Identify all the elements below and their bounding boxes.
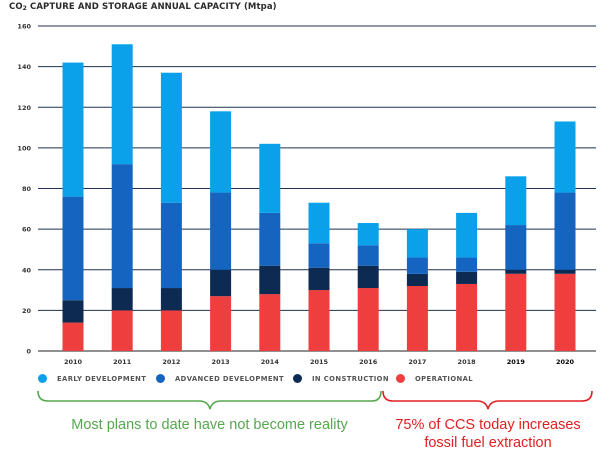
y-axis-labels: 0 20 40 60 80 100 120 140 160	[17, 23, 31, 356]
bar-segment-advanced-development	[308, 243, 330, 268]
legend-item-advanced-development: ADVANCED DEVELOPMENT	[156, 374, 284, 383]
x-tick-label: 2010	[64, 358, 83, 366]
bar-segment-operational	[554, 273, 576, 351]
bar-segment-operational	[357, 288, 379, 351]
bar-segment-operational	[505, 273, 527, 351]
left-annotation: Most plans to date have not become reali…	[71, 417, 348, 433]
bar-segment-operational	[259, 294, 281, 351]
x-tick-label: 2019	[507, 358, 526, 366]
title-subscript: 2	[22, 5, 27, 12]
bar-segment-in-construction	[357, 265, 379, 289]
x-tick-label: 2016	[359, 358, 378, 366]
x-tick-label: 2011	[113, 358, 132, 366]
bar-segment-operational	[111, 310, 133, 351]
x-tick-label: 2017	[408, 358, 426, 366]
right-brace	[382, 390, 593, 410]
x-tick-label: 2013	[212, 358, 230, 366]
bar-segment-early-development	[456, 212, 478, 258]
bar-segment-in-construction	[210, 269, 232, 297]
bar-segment-in-construction	[62, 300, 84, 323]
legend-swatch	[396, 374, 405, 383]
y-tick-label: 140	[17, 63, 31, 71]
y-tick-label: 0	[26, 348, 31, 356]
legend-item-in-construction: IN CONSTRUCTION	[293, 374, 389, 383]
x-axis-labels: 2010 2011 2012 2013 2014 2015 2016 2017 2018 2019…	[64, 358, 575, 366]
bar-segment-in-construction	[111, 288, 133, 311]
bar-segment-in-construction	[456, 271, 478, 284]
left-brace	[37, 390, 382, 410]
legend-label: ADVANCED DEVELOPMENT	[175, 374, 285, 383]
bar-segment-in-construction	[505, 269, 527, 274]
legend-swatch	[156, 374, 165, 383]
x-tick-label: 2014	[261, 358, 280, 366]
bar-segment-early-development	[357, 223, 379, 246]
bar-segment-advanced-development	[210, 192, 232, 270]
bar-segment-advanced-development	[406, 257, 428, 274]
legend-swatch	[38, 374, 47, 383]
bar-segment-early-development	[259, 143, 281, 213]
bar-segment-operational	[160, 310, 182, 351]
legend-label: OPERATIONAL	[415, 374, 473, 383]
bar-segment-advanced-development	[259, 212, 281, 266]
bar-segment-in-construction	[308, 267, 330, 291]
bar-segment-in-construction	[259, 265, 281, 295]
x-tick-label: 2012	[162, 358, 180, 366]
y-tick-label: 60	[22, 226, 32, 234]
x-tick-label: 2018	[458, 358, 477, 366]
bar-segment-advanced-development	[554, 192, 576, 270]
y-tick-label: 120	[17, 104, 31, 112]
bar-segment-operational	[308, 290, 330, 351]
bar-segment-operational	[62, 322, 84, 351]
chart-title: CO2 CAPTURE AND STORAGE ANNUAL CAPACITY …	[9, 2, 277, 12]
bar-segment-operational	[406, 286, 428, 351]
y-tick-label: 100	[17, 144, 31, 152]
y-tick-label: 40	[22, 266, 32, 274]
bar-segment-advanced-development	[111, 164, 133, 289]
y-tick-label: 80	[22, 185, 32, 193]
right-annotation-line-1: 75% of CCS today increases	[395, 417, 581, 433]
bar-segment-early-development	[111, 44, 133, 165]
bar-segment-early-development	[62, 62, 84, 197]
y-tick-label: 20	[22, 307, 32, 315]
bar-segment-advanced-development	[456, 257, 478, 272]
bar-segment-in-construction	[406, 273, 428, 286]
bar-segment-early-development	[308, 202, 330, 244]
y-tick-label: 160	[17, 23, 31, 31]
bar-segment-advanced-development	[505, 225, 527, 270]
bar-segment-advanced-development	[160, 202, 182, 289]
bars	[62, 44, 576, 351]
right-annotation-line-2: fossil fuel extraction	[424, 435, 552, 451]
legend-item-early-development: EARLY DEVELOPMENT	[38, 374, 146, 383]
bar-segment-early-development	[160, 72, 182, 203]
x-tick-label: 2015	[310, 358, 329, 366]
bar-segment-in-construction	[160, 288, 182, 311]
legend-swatch	[293, 374, 302, 383]
bar-segment-early-development	[505, 176, 527, 226]
x-tick-label: 2020	[556, 358, 575, 366]
bar-segment-early-development	[406, 229, 428, 258]
bar-segment-advanced-development	[62, 196, 84, 301]
legend-label: EARLY DEVELOPMENT	[57, 374, 147, 383]
legend-item-operational: OPERATIONAL	[396, 374, 473, 383]
bar-segment-advanced-development	[357, 245, 379, 266]
bar-segment-early-development	[554, 121, 576, 193]
bar-segment-early-development	[210, 111, 232, 193]
bar-segment-operational	[456, 283, 478, 351]
legend-label: IN CONSTRUCTION	[312, 374, 389, 383]
bar-segment-in-construction	[554, 269, 576, 274]
bar-segment-operational	[210, 296, 232, 351]
